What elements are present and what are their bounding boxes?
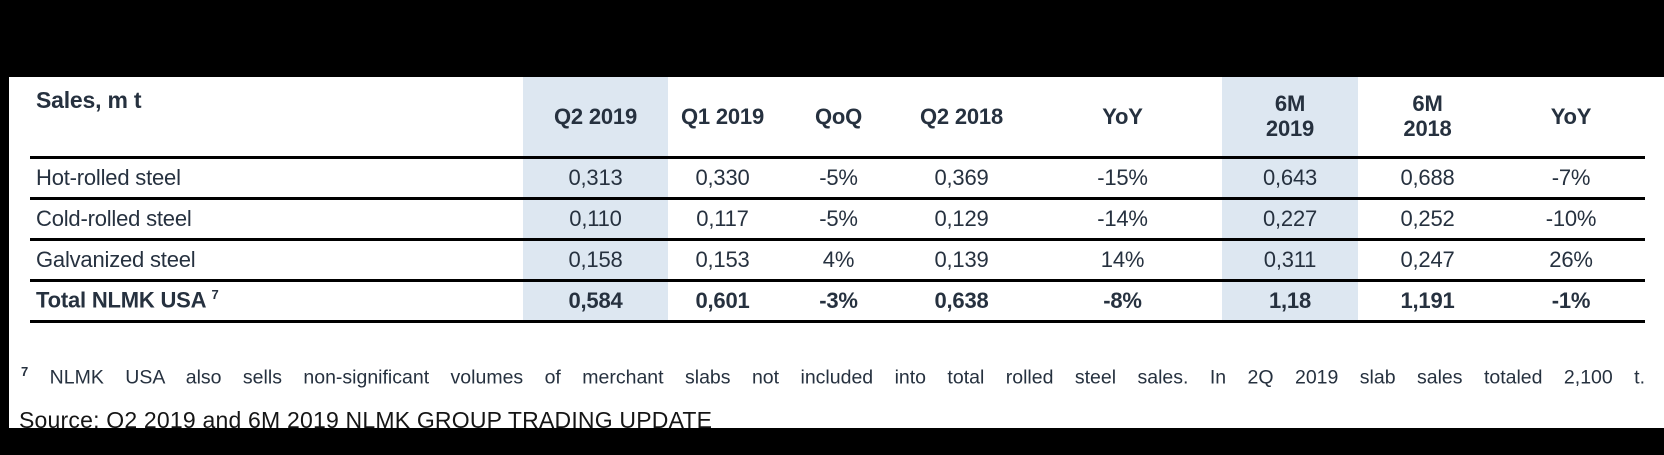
- col-header-6m-2018-line2: 2018: [1403, 116, 1452, 142]
- cell: 0,227: [1222, 198, 1358, 241]
- table-title: Sales, m t: [30, 77, 523, 159]
- row-label-total: Total NLMK USA 7: [30, 280, 523, 323]
- left-black-bar: [0, 77, 9, 428]
- cell: 1,18: [1222, 280, 1358, 323]
- cell: 0,247: [1358, 239, 1497, 282]
- cell: 0,638: [900, 280, 1023, 323]
- cell: 0,313: [523, 157, 668, 200]
- cell: 0,330: [668, 157, 777, 200]
- cell: 26%: [1497, 239, 1645, 282]
- cell: 0,369: [900, 157, 1023, 200]
- cell: 0,117: [668, 198, 777, 241]
- top-black-bar: [0, 0, 1664, 77]
- footnote: 7 NLMK USA also sells non-significant vo…: [21, 364, 1645, 390]
- cell: 0,139: [900, 239, 1023, 282]
- cell: -5%: [777, 198, 900, 241]
- page-content: Sales, m t Q2 2019 Q1 2019 QoQ Q2 2018 Y…: [9, 77, 1664, 433]
- col-header-6m-2019: 6M 2019: [1222, 77, 1358, 159]
- cell: 14%: [1023, 239, 1222, 282]
- cell: -10%: [1497, 198, 1645, 241]
- cell: -1%: [1497, 280, 1645, 323]
- table-row-galvanized: Galvanized steel 0,158 0,153 4% 0,139 14…: [30, 239, 1645, 282]
- col-header-q2-2018: Q2 2018: [900, 77, 1023, 159]
- col-header-6m-2019-line2: 2019: [1265, 116, 1315, 142]
- cell: -5%: [777, 157, 900, 200]
- cell: 0,110: [523, 198, 668, 241]
- cell: 0,643: [1222, 157, 1358, 200]
- cell: -14%: [1023, 198, 1222, 241]
- col-header-6m-2019-line1: 6M: [1274, 90, 1306, 116]
- table-row-cold-rolled: Cold-rolled steel 0,110 0,117 -5% 0,129 …: [30, 198, 1645, 241]
- cell: 0,584: [523, 280, 668, 323]
- col-header-yoy-quarter: YoY: [1023, 77, 1222, 159]
- row-label: Cold-rolled steel: [30, 198, 523, 241]
- table-row-hot-rolled: Hot-rolled steel 0,313 0,330 -5% 0,369 -…: [30, 157, 1645, 200]
- cell: 1,191: [1358, 280, 1497, 323]
- bottom-black-bar: [0, 428, 1664, 455]
- col-header-yoy-6m: YoY: [1497, 77, 1645, 159]
- col-header-qoq: QoQ: [777, 77, 900, 159]
- row-label: Hot-rolled steel: [30, 157, 523, 200]
- cell: -7%: [1497, 157, 1645, 200]
- cell: 0,688: [1358, 157, 1497, 200]
- cell: 0,153: [668, 239, 777, 282]
- cell: -8%: [1023, 280, 1222, 323]
- cell: 0,158: [523, 239, 668, 282]
- total-label-text: Total NLMK USA: [36, 287, 206, 313]
- cell: 0,129: [900, 198, 1023, 241]
- cell: -3%: [777, 280, 900, 323]
- col-header-6m-2018: 6M 2018: [1358, 77, 1497, 159]
- col-header-q1-2019: Q1 2019: [668, 77, 777, 159]
- cell: 0,311: [1222, 239, 1358, 282]
- cell: 0,252: [1358, 198, 1497, 241]
- row-label: Galvanized steel: [30, 239, 523, 282]
- sales-table: Sales, m t Q2 2019 Q1 2019 QoQ Q2 2018 Y…: [30, 77, 1645, 323]
- footnote-reference: 7: [211, 287, 219, 303]
- footnote-text: NLMK USA also sells non-significant volu…: [49, 366, 1645, 388]
- col-header-q2-2019: Q2 2019: [523, 77, 668, 159]
- table-row-total: Total NLMK USA 7 0,584 0,601 -3% 0,638 -…: [30, 280, 1645, 323]
- footnote-marker: 7: [21, 363, 29, 379]
- cell: -15%: [1023, 157, 1222, 200]
- cell: 0,601: [668, 280, 777, 323]
- table-header-row: Sales, m t Q2 2019 Q1 2019 QoQ Q2 2018 Y…: [30, 77, 1645, 159]
- cell: 4%: [777, 239, 900, 282]
- col-header-6m-2018-line1: 6M: [1412, 90, 1443, 116]
